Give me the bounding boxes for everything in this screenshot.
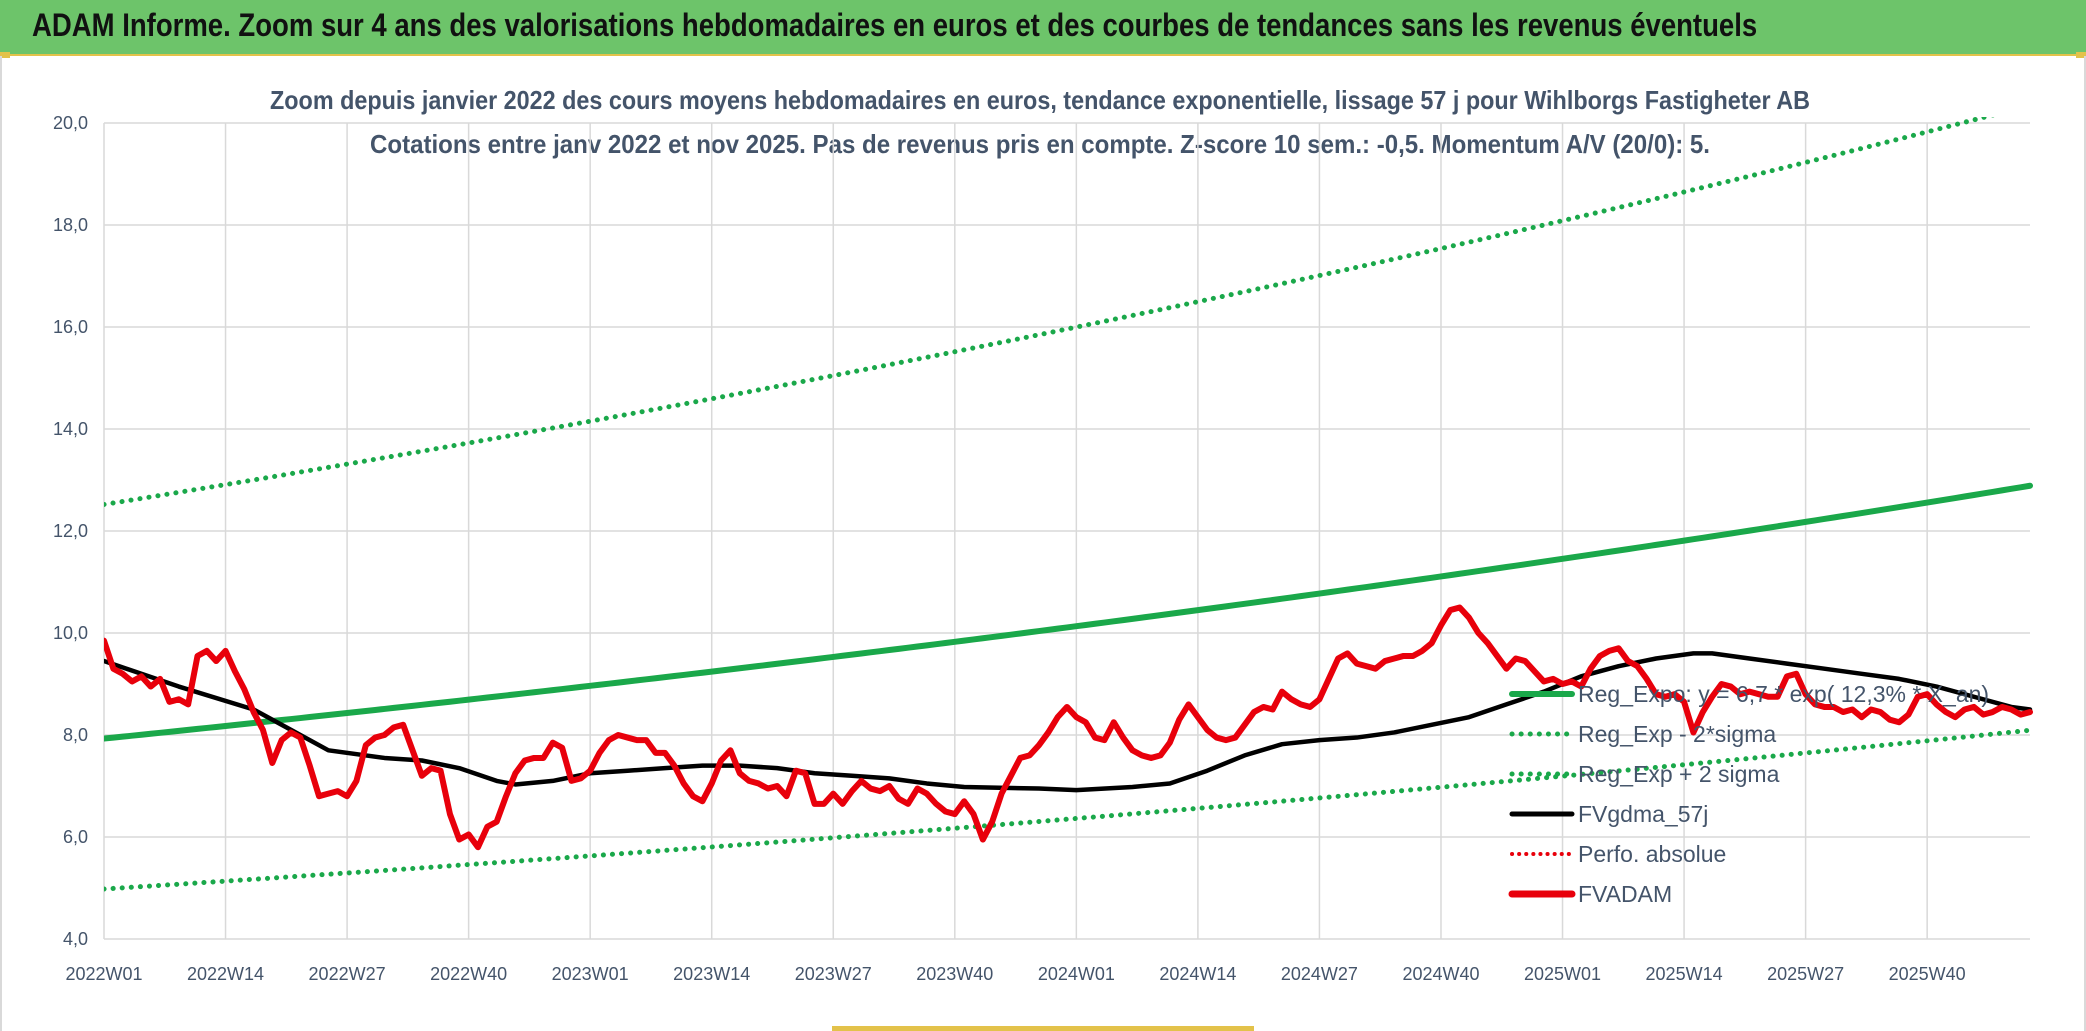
y-tick-label: 8,0 [63, 725, 88, 745]
x-tick-label: 2023W14 [673, 964, 750, 984]
y-tick-label: 20,0 [53, 113, 88, 133]
legend: Reg_Expo: y = 6,7 * exp( 12,3% * X_an) Re… [1508, 681, 1989, 907]
x-tick-label: 2023W40 [916, 964, 993, 984]
legend-reg-minus-2sigma: Reg_Exp - 2*sigma [1509, 721, 1776, 747]
legend-label: FVgdma_57j [1578, 801, 1708, 827]
bottom-accent-bar [832, 1026, 1254, 1031]
x-axis-ticks: 2022W01 2022W14 2022W27 2022W40 2023W01 2023W… [65, 964, 1965, 984]
x-tick-label: 2023W01 [552, 964, 629, 984]
series-lines [104, 117, 2033, 892]
fvgdma-57j-line [104, 651, 2033, 793]
legend-label: Reg_Expo: y = 6,7 * exp( 12,3% * X_an) [1578, 681, 1989, 707]
x-tick-label: 2024W01 [1038, 964, 1115, 984]
legend-reg-expo: Reg_Expo: y = 6,7 * exp( 12,3% * X_an) [1509, 681, 1989, 707]
legend-fvgdma-57j: FVgdma_57j [1509, 801, 1708, 827]
y-tick-label: 18,0 [53, 215, 88, 235]
banner-corner-left [0, 52, 10, 58]
x-tick-label: 2022W27 [309, 964, 386, 984]
y-tick-label: 4,0 [63, 929, 88, 949]
x-tick-label: 2025W01 [1524, 964, 1601, 984]
chart-title-line1: Zoom depuis janvier 2022 des cours moyen… [270, 85, 1810, 115]
reg-expo-line [104, 482, 2033, 742]
legend-fvadam: FVADAM [1508, 881, 1672, 907]
x-tick-label: 2024W40 [1402, 964, 1479, 984]
x-tick-label: 2024W14 [1159, 964, 1236, 984]
x-tick-label: 2025W27 [1767, 964, 1844, 984]
y-axis-ticks: 4,0 6,0 8,0 10,0 12,0 14,0 16,0 18,0 20,0 [53, 113, 88, 949]
legend-reg-plus-2sigma: Reg_Exp + 2 sigma [1509, 761, 1780, 787]
fvadam-line [104, 604, 2033, 851]
x-tick-label: 2023W27 [795, 964, 872, 984]
x-tick-label: 2022W01 [65, 964, 142, 984]
y-tick-label: 16,0 [53, 317, 88, 337]
x-tick-label: 2022W40 [430, 964, 507, 984]
banner-corner-right [2076, 52, 2086, 58]
chart-title-line2: Cotations entre janv 2022 et nov 2025. P… [370, 129, 1710, 159]
x-tick-label: 2024W27 [1281, 964, 1358, 984]
legend-perfo-absolue: Perfo. absolue [1510, 841, 1726, 867]
chart-frame [0, 56, 2086, 1031]
y-tick-label: 14,0 [53, 419, 88, 439]
gridlines [103, 122, 2030, 940]
reg-plus-2sigma-line [104, 117, 1996, 507]
reg-minus-2sigma-line [104, 727, 2033, 892]
legend-label: Reg_Exp - 2*sigma [1578, 721, 1776, 747]
x-tick-label: 2022W14 [187, 964, 264, 984]
y-tick-label: 10,0 [53, 623, 88, 643]
report-banner: ADAM Informe. Zoom sur 4 ans des valoris… [0, 0, 2086, 56]
banner-title: ADAM Informe. Zoom sur 4 ans des valoris… [32, 7, 1758, 43]
x-tick-label: 2025W40 [1889, 964, 1966, 984]
legend-label: FVADAM [1578, 881, 1672, 907]
y-tick-label: 12,0 [53, 521, 88, 541]
legend-label: Perfo. absolue [1578, 841, 1726, 867]
y-tick-label: 6,0 [63, 827, 88, 847]
x-tick-label: 2025W14 [1646, 964, 1723, 984]
legend-label: Reg_Exp + 2 sigma [1578, 761, 1780, 787]
